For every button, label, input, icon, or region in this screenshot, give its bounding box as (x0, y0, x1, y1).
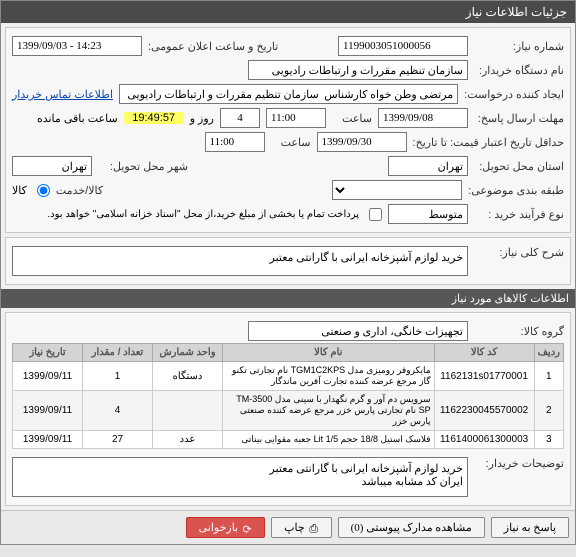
cell-name: مایکروفر رومیزی مدل TGM1C2KPS نام تجارتی… (223, 362, 435, 391)
remaining-label: ساعت باقی مانده (37, 112, 118, 125)
buyer-org-label: نام دستگاه خریدار: (474, 64, 564, 77)
cell-name: سرویس دم آور و گرم نگهدار با سینی مدل TM… (223, 391, 435, 431)
treasury-checkbox[interactable] (369, 208, 382, 221)
print-icon (309, 523, 319, 533)
cell-idx: 1 (534, 362, 563, 391)
province-field[interactable] (388, 156, 468, 176)
deadline-time-field[interactable] (266, 108, 326, 128)
purchase-type-label: نوع فرآیند خرید : (474, 208, 564, 221)
days-label: روز و (190, 112, 214, 125)
table-header-row: ردیف کد کالا نام کالا واحد شمارش تعداد /… (13, 344, 564, 362)
cell-idx: 3 (534, 431, 563, 449)
creator-label: ایجاد کننده درخواست: (464, 88, 564, 101)
need-no-field[interactable] (338, 36, 468, 56)
cell-qty: 27 (83, 431, 153, 449)
attachments-button[interactable]: مشاهده مدارک پیوستی (0) (338, 517, 485, 538)
items-panel: گروه کالا: ردیف کد کالا نام کالا واحد شم… (5, 312, 571, 506)
items-table: ردیف کد کالا نام کالا واحد شمارش تعداد /… (12, 343, 564, 449)
col-name: نام کالا (223, 344, 435, 362)
deadline-date-field[interactable] (378, 108, 468, 128)
print-label: چاپ (284, 521, 305, 534)
summary-label: شرح کلی نیاز: (474, 246, 564, 259)
cell-idx: 2 (534, 391, 563, 431)
cell-unit (153, 391, 223, 431)
table-row[interactable]: 31161400061300003فلاسک استیل 18/8 حجم Li… (13, 431, 564, 449)
cell-code: 1162131s01770001 (434, 362, 534, 391)
need-no-label: شماره نیاز: (474, 40, 564, 53)
treasury-label: پرداخت تمام یا بخشی از مبلغ خرید،از محل … (47, 209, 359, 220)
reply-button[interactable]: پاسخ به نیاز (491, 517, 569, 538)
cell-unit: عدد (153, 431, 223, 449)
days-count-field (220, 108, 260, 128)
cell-date: 1399/09/11 (13, 362, 83, 391)
group-label: گروه کالا: (474, 325, 564, 338)
summary-panel: شرح کلی نیاز: (5, 237, 571, 285)
col-code: کد کالا (434, 344, 534, 362)
creator-field[interactable] (119, 84, 458, 104)
col-qty: تعداد / مقدار (83, 344, 153, 362)
validity-date-field[interactable] (317, 132, 407, 152)
col-date: تاریخ نیاز (13, 344, 83, 362)
header-panel: شماره نیاز: تاریخ و ساعت اعلان عمومی: نا… (5, 27, 571, 233)
pub-time-field[interactable] (12, 36, 142, 56)
classification-label: طبقه بندی موضوعی: (468, 184, 564, 197)
table-row[interactable]: 21162230045570002سرویس دم آور و گرم نگهد… (13, 391, 564, 431)
time-label-1: ساعت (332, 112, 372, 125)
time-label-2: ساعت (271, 136, 311, 149)
buyer-org-field[interactable] (248, 60, 468, 80)
bottom-toolbar: پاسخ به نیاز مشاهده مدارک پیوستی (0) چاپ… (1, 510, 575, 544)
refresh-button[interactable]: بازخوانی (186, 517, 266, 538)
deadline-label: مهلت ارسال پاسخ: (474, 112, 564, 125)
cell-unit: دستگاه (153, 362, 223, 391)
cell-qty: 4 (83, 391, 153, 431)
classification-select[interactable] (332, 180, 462, 200)
cell-date: 1399/09/11 (13, 391, 83, 431)
city-label: شهر محل تحویل: (98, 160, 188, 173)
cell-qty: 1 (83, 362, 153, 391)
purchase-type-field[interactable] (388, 204, 468, 224)
validity-time-field[interactable] (205, 132, 265, 152)
buyer-notes-label: توضیحات خریدار: (474, 457, 564, 470)
details-window: جزئیات اطلاعات نیاز شماره نیاز: تاریخ و … (0, 0, 576, 545)
cell-code: 1162230045570002 (434, 391, 534, 431)
province-label: استان محل تحویل: (474, 160, 564, 173)
items-section-header: اطلاعات کالاهای مورد نیاز (1, 289, 575, 308)
col-idx: ردیف (534, 344, 563, 362)
buyer-notes-textarea[interactable] (12, 457, 468, 497)
contact-link[interactable]: اطلاعات تماس خریدار (12, 88, 113, 101)
cell-code: 1161400061300003 (434, 431, 534, 449)
refresh-label: بازخوانی (199, 521, 239, 534)
city-field[interactable] (12, 156, 92, 176)
remaining-time: 19:49:57 (124, 112, 184, 124)
print-button[interactable]: چاپ (271, 517, 332, 538)
cell-name: فلاسک استیل 18/8 حجم Lit 1/5 جعبه مقوایی… (223, 431, 435, 449)
pub-time-label: تاریخ و ساعت اعلان عمومی: (148, 40, 278, 53)
validity-label: حداقل تاریخ اعتبار قیمت: تا تاریخ: (413, 136, 564, 149)
table-row[interactable]: 11162131s01770001مایکروفر رومیزی مدل TGM… (13, 362, 564, 391)
refresh-icon (242, 523, 252, 533)
col-unit: واحد شمارش (153, 344, 223, 362)
good-radio-label: کالا (12, 184, 27, 197)
cell-date: 1399/09/11 (13, 431, 83, 449)
good-radio[interactable] (37, 184, 50, 197)
window-title: جزئیات اطلاعات نیاز (1, 1, 575, 23)
group-field[interactable] (248, 321, 468, 341)
summary-textarea[interactable] (12, 246, 468, 276)
good-service-label: کالا/خدمت (56, 184, 103, 197)
